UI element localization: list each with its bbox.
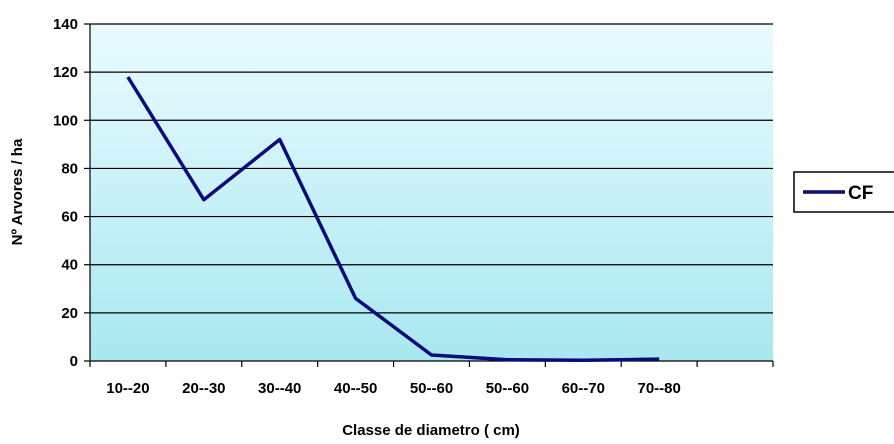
y-tick-label: 60 xyxy=(61,209,78,226)
y-tick-label: 100 xyxy=(53,112,78,129)
x-axis-ticks: 10--20 20--30 30--40 40--50 50--60 50--60 60--… xyxy=(90,361,773,397)
x-tick-label: 20--30 xyxy=(182,380,225,397)
x-tick-label: 50--60 xyxy=(410,380,453,397)
plot-area xyxy=(90,24,773,361)
x-tick-label: 40--50 xyxy=(334,380,377,397)
y-tick-label: 120 xyxy=(53,64,78,81)
x-tick-label: 30--40 xyxy=(258,380,301,397)
x-axis-title: Classe de diametro ( cm) xyxy=(342,422,520,439)
x-tick-label: 60--70 xyxy=(562,380,605,397)
y-tick-label: 20 xyxy=(61,305,78,322)
y-tick-label: 140 xyxy=(53,16,78,33)
y-tick-label: 80 xyxy=(61,160,78,177)
legend-label: CF xyxy=(848,183,873,204)
y-axis-title: Nº Arvores / ha xyxy=(9,138,26,245)
x-tick-label: 50--60 xyxy=(486,380,529,397)
y-axis-ticks: 0 20 40 60 80 100 120 140 xyxy=(53,16,90,370)
y-tick-label: 40 xyxy=(61,257,78,274)
x-tick-label: 70--80 xyxy=(637,380,680,397)
x-tick-label: 10--20 xyxy=(106,380,149,397)
legend: CF xyxy=(794,172,894,212)
y-tick-label: 0 xyxy=(70,353,78,370)
